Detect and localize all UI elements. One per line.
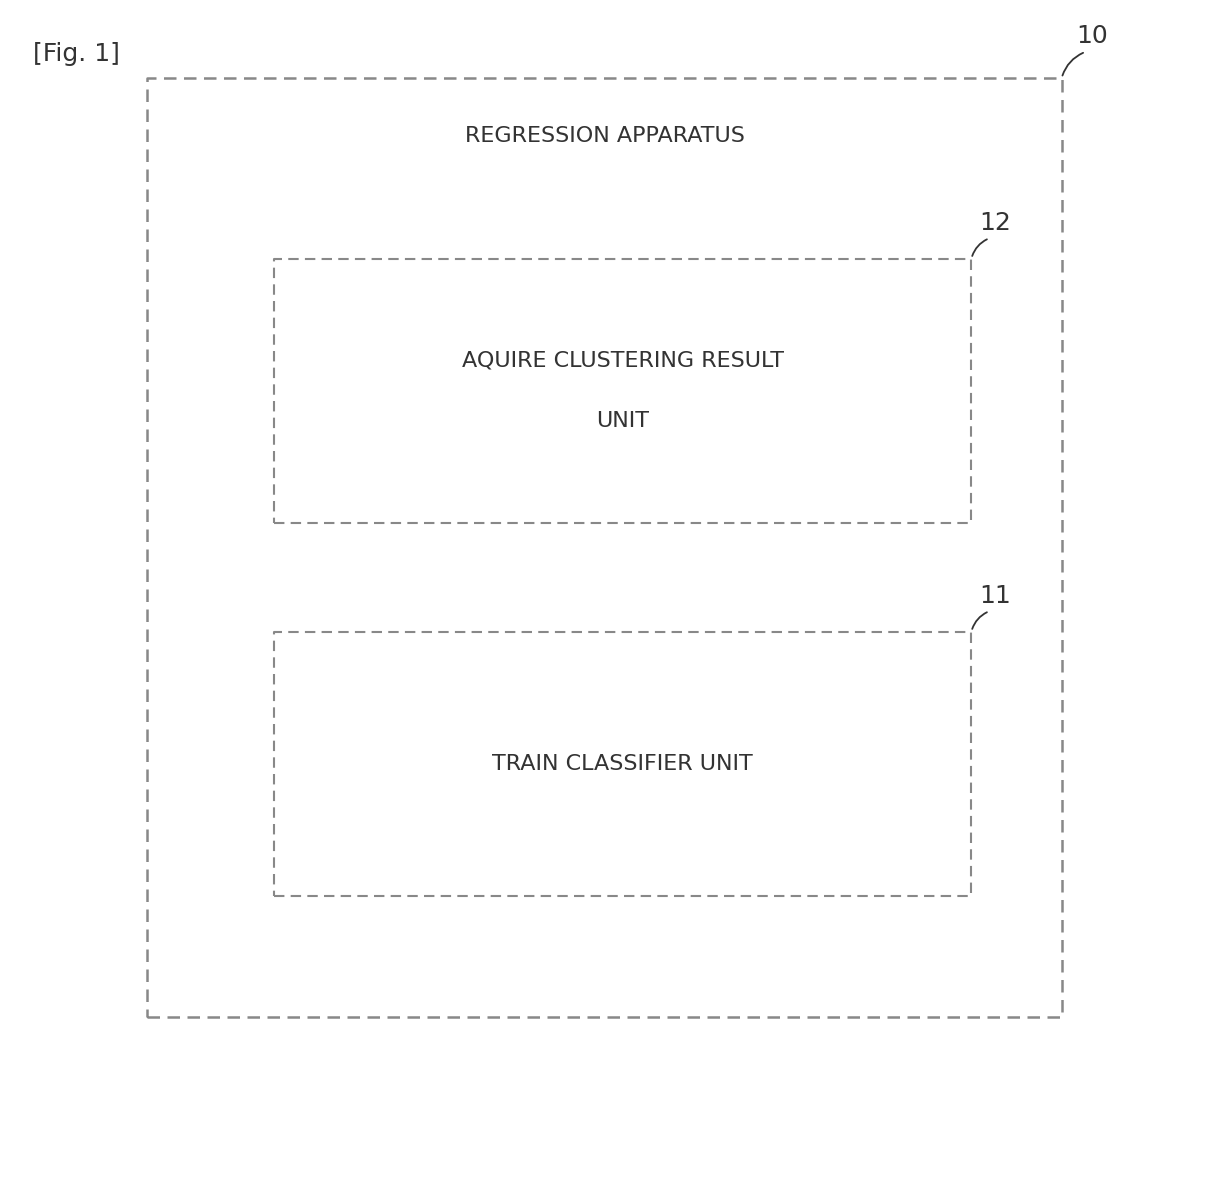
Text: [Fig. 1]: [Fig. 1] [33,42,120,66]
Text: 10: 10 [1076,24,1107,48]
Text: 12: 12 [979,211,1011,235]
Text: TRAIN CLASSIFIER UNIT: TRAIN CLASSIFIER UNIT [492,754,753,774]
Text: REGRESSION APPARATUS: REGRESSION APPARATUS [464,126,745,147]
Text: AQUIRE CLUSTERING RESULT: AQUIRE CLUSTERING RESULT [462,351,784,371]
Text: UNIT: UNIT [596,411,650,431]
Text: 11: 11 [979,583,1011,608]
